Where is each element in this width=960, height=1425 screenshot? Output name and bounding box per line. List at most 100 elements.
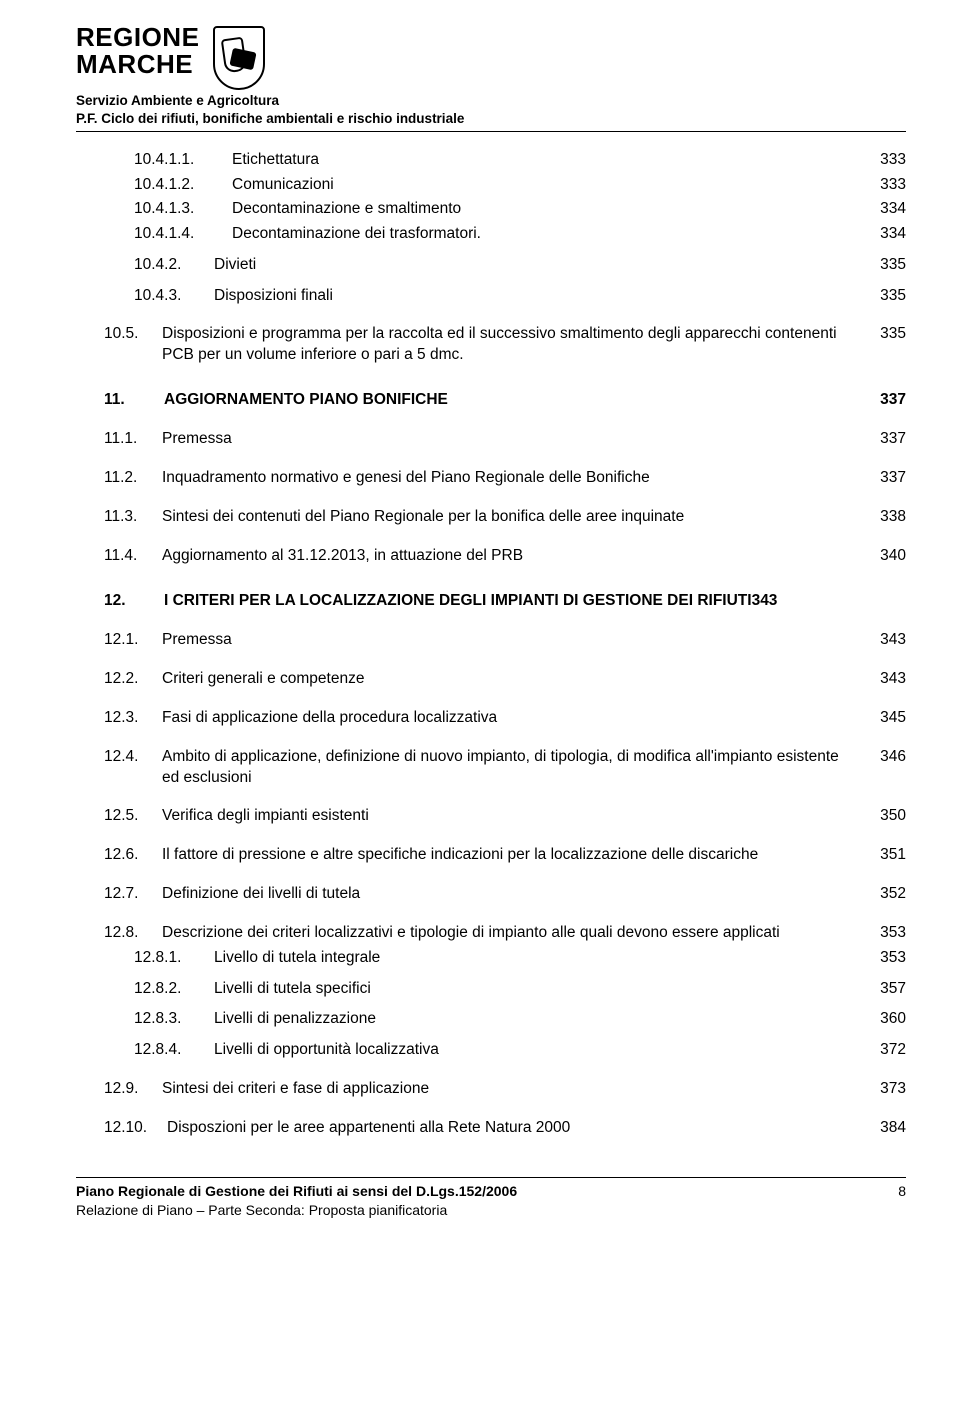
- org-name-line2: MARCHE: [76, 51, 199, 78]
- toc-page: 335: [866, 255, 906, 276]
- toc-number: 12.7.: [104, 884, 162, 905]
- toc-page: 340: [866, 546, 906, 567]
- toc-number: 12.1.: [104, 630, 162, 651]
- toc-page: 333: [866, 150, 906, 171]
- toc-number: 11.1.: [104, 429, 162, 450]
- toc-page: 373: [866, 1079, 906, 1100]
- toc-title: Sintesi dei criteri e fase di applicazio…: [162, 1079, 850, 1100]
- toc-entry: 11.3.Sintesi dei contenuti del Piano Reg…: [104, 507, 906, 528]
- toc-title: Fasi di applicazione della procedura loc…: [162, 708, 850, 729]
- toc-title: Decontaminazione dei trasformatori.: [232, 224, 850, 245]
- toc-page: 372: [866, 1040, 906, 1061]
- toc-entry: 11.4.Aggiornamento al 31.12.2013, in att…: [104, 546, 906, 567]
- footer-title: Piano Regionale di Gestione dei Rifiuti …: [76, 1182, 878, 1201]
- toc-page: 343: [866, 630, 906, 651]
- toc-title: Etichettatura: [232, 150, 850, 171]
- toc-page: 337: [866, 468, 906, 489]
- toc-title: Livelli di tutela specifici: [214, 979, 850, 1000]
- toc-number: 10.4.2.: [134, 255, 214, 276]
- org-name-block: REGIONE MARCHE: [76, 24, 199, 79]
- toc-page: 334: [866, 199, 906, 220]
- toc-number: 12.8.3.: [134, 1009, 214, 1030]
- toc-page: 337: [866, 390, 906, 411]
- toc-entry: 12.8.1.Livello di tutela integrale 353: [104, 948, 906, 969]
- toc-number: 10.4.3.: [134, 286, 214, 307]
- toc-entry: 10.4.1.1.Etichettatura 333: [104, 150, 906, 171]
- toc-title: Verifica degli impianti esistenti: [162, 806, 850, 827]
- toc-entry: 10.5.Disposizioni e programma per la rac…: [104, 324, 906, 366]
- toc-page: 351: [866, 845, 906, 866]
- toc-entry: 12.6.Il fattore di pressione e altre spe…: [104, 845, 906, 866]
- toc-title: Livelli di opportunità localizzativa: [214, 1040, 850, 1061]
- footer-subtitle: Relazione di Piano – Parte Seconda: Prop…: [76, 1201, 878, 1220]
- toc-title: Decontaminazione e smaltimento: [232, 199, 850, 220]
- toc-title: I CRITERI PER LA LOCALIZZAZIONE DEGLI IM…: [164, 591, 890, 612]
- toc-number: 12.: [104, 591, 164, 612]
- document-header: REGIONE MARCHE Servizio Ambiente e Agric…: [76, 24, 906, 132]
- toc-title: Premessa: [162, 630, 850, 651]
- department-line2: P.F. Ciclo dei rifiuti, bonifiche ambien…: [76, 110, 906, 132]
- toc-number: 10.4.1.3.: [134, 199, 232, 220]
- toc-title: Descrizione dei criteri localizzativi e …: [162, 923, 850, 944]
- toc-title: AGGIORNAMENTO PIANO BONIFICHE: [164, 390, 850, 411]
- toc-entry: 12.1.Premessa 343: [104, 630, 906, 651]
- toc-entry: 11.2.Inquadramento normativo e genesi de…: [104, 468, 906, 489]
- toc-page: 384: [866, 1118, 906, 1139]
- toc-entry: 12.7.Definizione dei livelli di tutela 35…: [104, 884, 906, 905]
- toc-page: 345: [866, 708, 906, 729]
- toc-title: Inquadramento normativo e genesi del Pia…: [162, 468, 850, 489]
- toc-title: Premessa: [162, 429, 850, 450]
- toc-title: Disposzioni per le aree appartenenti all…: [167, 1118, 850, 1139]
- toc-entry: 11.1.Premessa337: [104, 429, 906, 450]
- toc-page: 353: [866, 923, 906, 944]
- toc-page: 346: [866, 747, 906, 768]
- toc-title: Disposizioni finali: [214, 286, 850, 307]
- toc-entry: 11.AGGIORNAMENTO PIANO BONIFICHE 337: [104, 390, 906, 411]
- toc-number: 12.6.: [104, 845, 162, 866]
- toc-title: Disposizioni e programma per la raccolta…: [162, 324, 850, 366]
- toc-title: Criteri generali e competenze: [162, 669, 850, 690]
- toc-entry: 12.8.4.Livelli di opportunità localizzat…: [104, 1040, 906, 1061]
- toc-entry: 10.4.3.Disposizioni finali 335: [104, 286, 906, 307]
- toc-title: Aggiornamento al 31.12.2013, in attuazio…: [162, 546, 850, 567]
- toc-entry: 12.9.Sintesi dei criteri e fase di appli…: [104, 1079, 906, 1100]
- toc-entry: 12.4.Ambito di applicazione, definizione…: [104, 747, 906, 789]
- toc-entry: 10.4.1.3.Decontaminazione e smaltimento 3…: [104, 199, 906, 220]
- toc-title: Ambito di applicazione, definizione di n…: [162, 747, 850, 789]
- table-of-contents: 10.4.1.1.Etichettatura33310.4.1.2.Comuni…: [76, 150, 906, 1139]
- toc-number: 12.4.: [104, 747, 162, 789]
- toc-entry: 10.4.2.Divieti335: [104, 255, 906, 276]
- toc-title: Livelli di penalizzazione: [214, 1009, 850, 1030]
- toc-entry: 12.8.Descrizione dei criteri localizzati…: [104, 923, 906, 944]
- toc-number: 10.4.1.1.: [134, 150, 232, 171]
- toc-page: 353: [866, 948, 906, 969]
- toc-number: 11.4.: [104, 546, 162, 567]
- toc-title: Definizione dei livelli di tutela: [162, 884, 850, 905]
- toc-page: 333: [866, 175, 906, 196]
- toc-page: 335: [866, 286, 906, 307]
- toc-number: 11.2.: [104, 468, 162, 489]
- toc-number: 12.10.: [104, 1118, 167, 1139]
- toc-number: 10.4.1.4.: [134, 224, 232, 245]
- toc-number: 12.8.4.: [134, 1040, 214, 1061]
- toc-entry: 12.8.2.Livelli di tutela specifici357: [104, 979, 906, 1000]
- toc-entry: 12.8.3.Livelli di penalizzazione360: [104, 1009, 906, 1030]
- toc-entry: 12.3.Fasi di applicazione della procedur…: [104, 708, 906, 729]
- document-footer: Piano Regionale di Gestione dei Rifiuti …: [76, 1177, 906, 1220]
- header-top: REGIONE MARCHE: [76, 24, 906, 90]
- toc-page: 350: [866, 806, 906, 827]
- toc-title: Livello di tutela integrale: [214, 948, 850, 969]
- toc-number: 12.8.: [104, 923, 162, 944]
- department-line1: Servizio Ambiente e Agricoltura: [76, 92, 906, 110]
- toc-entry: 12.10.Disposzioni per le aree appartenen…: [104, 1118, 906, 1139]
- org-name-line1: REGIONE: [76, 24, 199, 51]
- toc-number: 10.4.1.2.: [134, 175, 232, 196]
- toc-page: 352: [866, 884, 906, 905]
- footer-left: Piano Regionale di Gestione dei Rifiuti …: [76, 1182, 878, 1220]
- toc-number: 12.3.: [104, 708, 162, 729]
- toc-title: Il fattore di pressione e altre specific…: [162, 845, 850, 866]
- toc-number: 12.8.2.: [134, 979, 214, 1000]
- toc-number: 12.8.1.: [134, 948, 214, 969]
- regione-marche-logo: [213, 26, 265, 90]
- toc-number: 11.: [104, 390, 164, 411]
